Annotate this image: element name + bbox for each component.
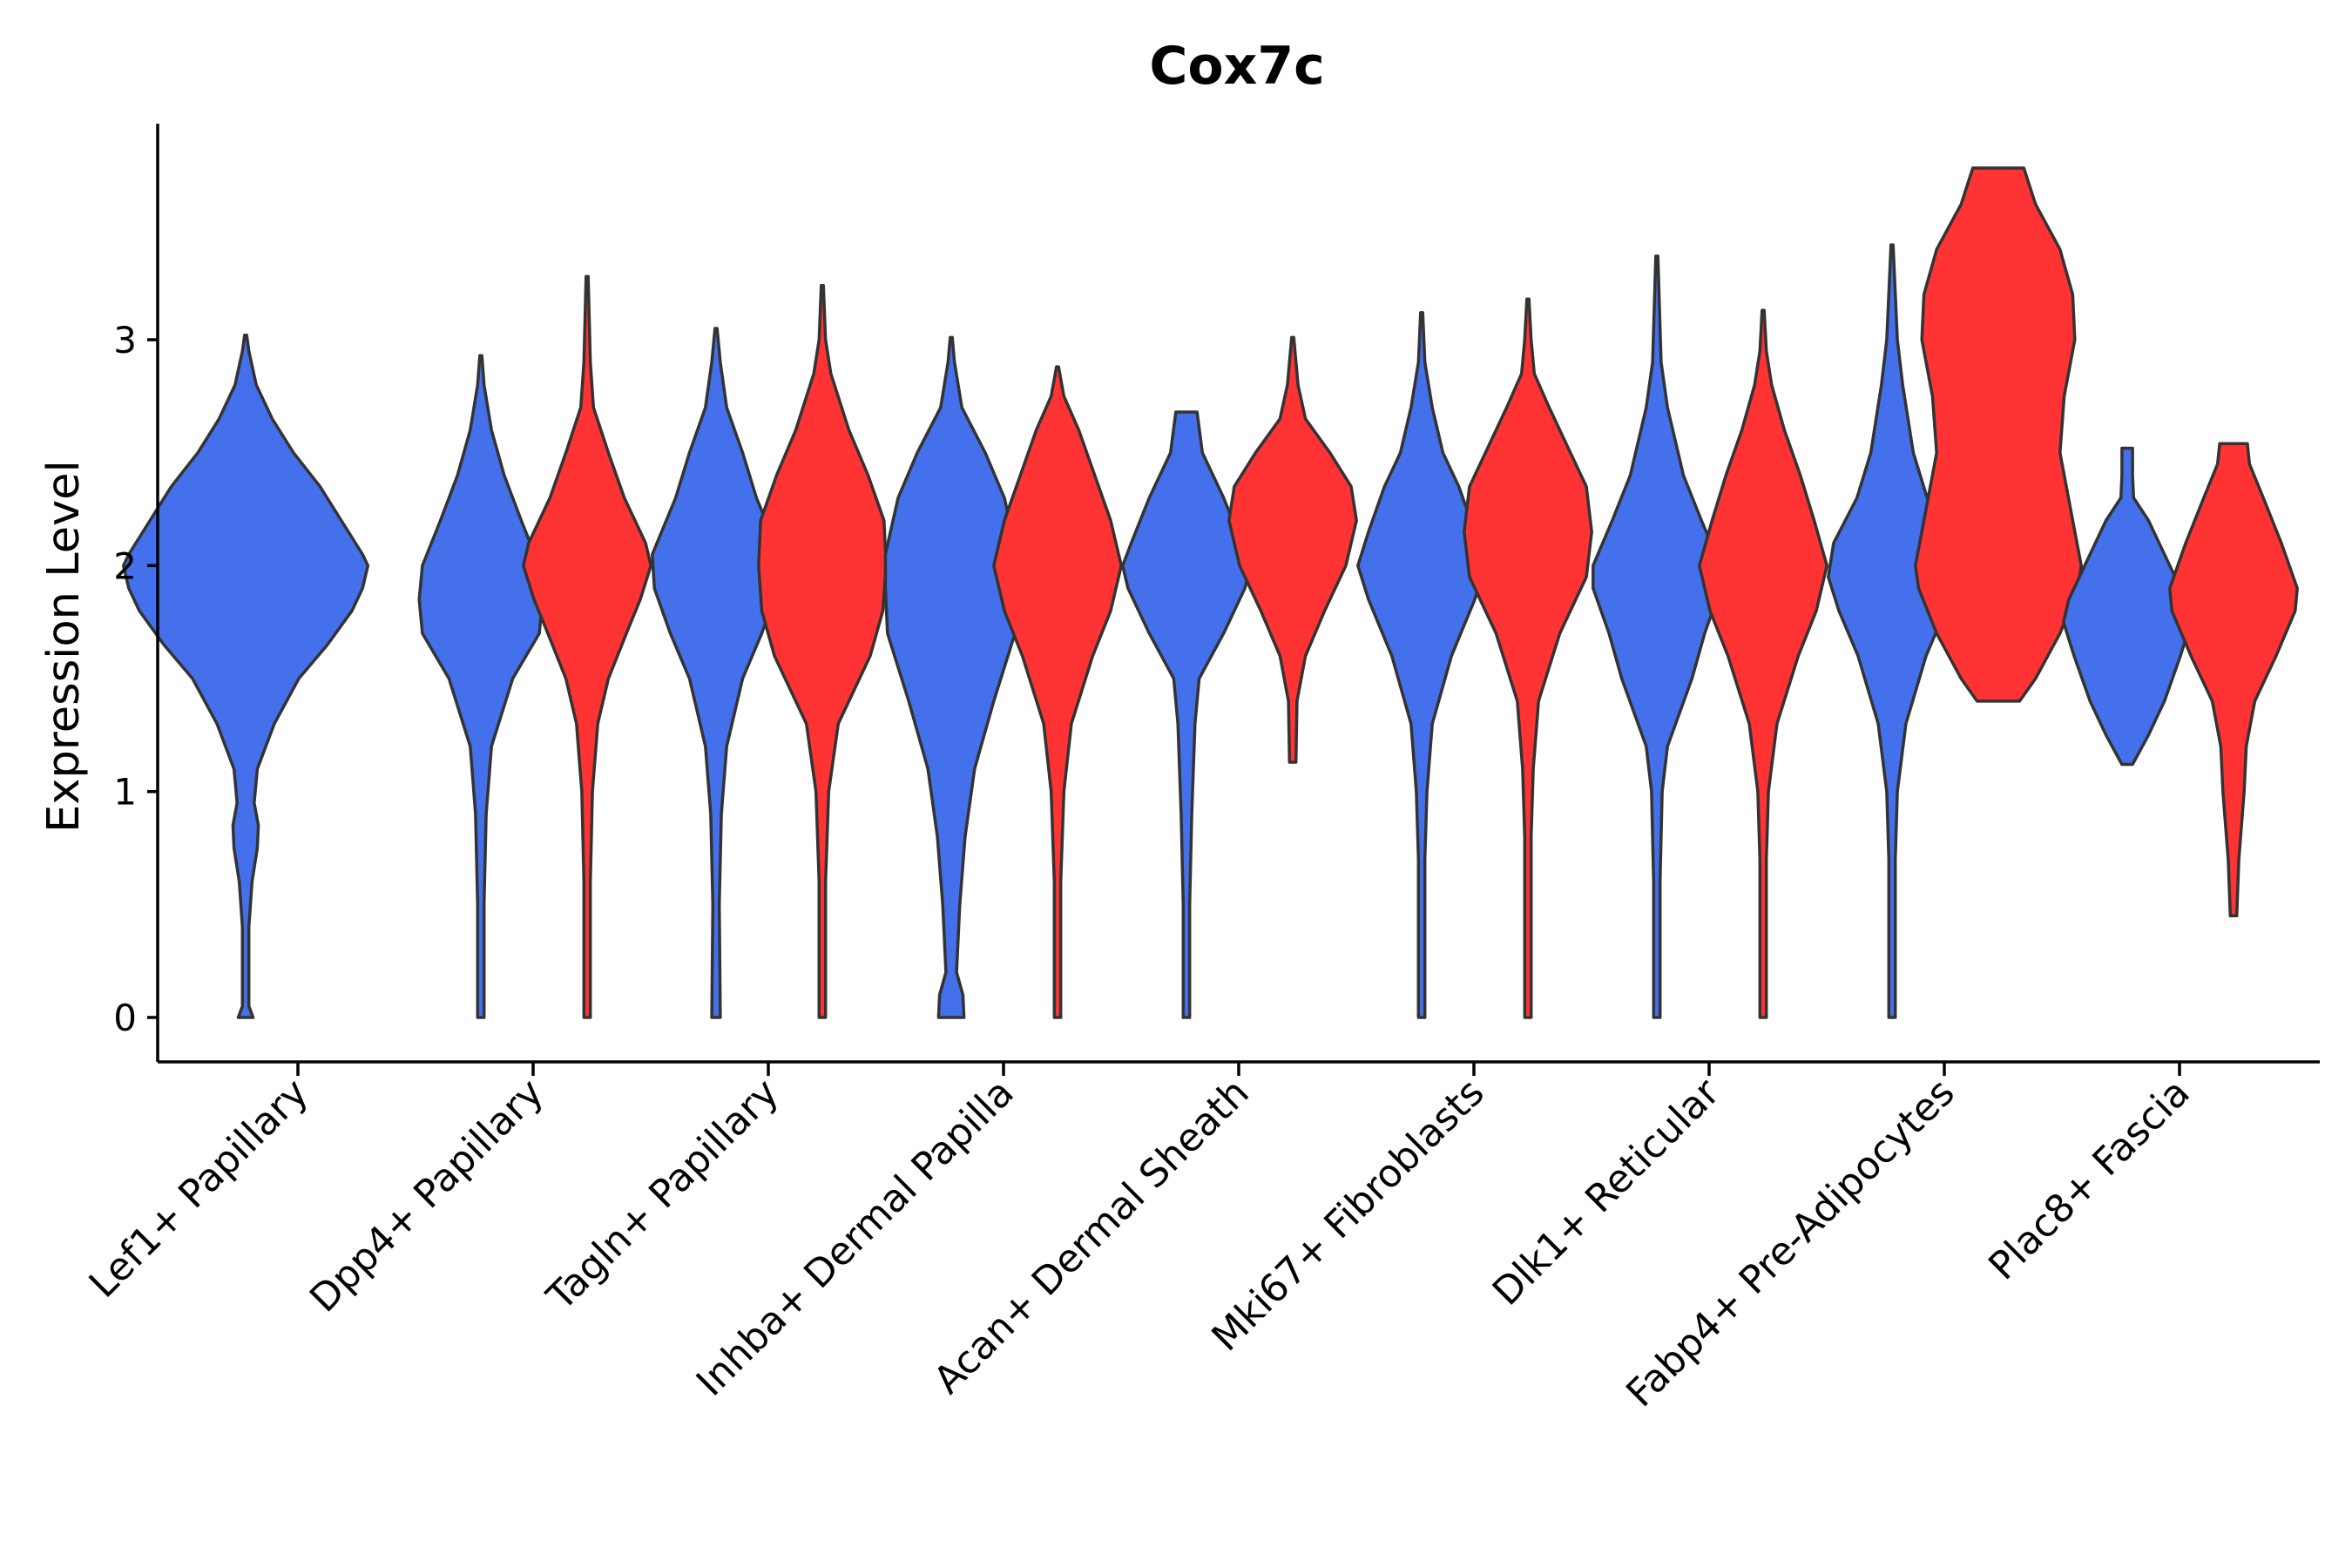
x-tick-label-2: Tagln+ Papillary xyxy=(538,1071,787,1320)
violin-2-blue xyxy=(651,327,781,1019)
violin-7-blue xyxy=(1827,243,1957,1019)
y-ticks: 0 1 2 3 xyxy=(113,319,158,1039)
violin-0-blue xyxy=(121,334,370,1019)
violin-6-blue xyxy=(1592,254,1722,1019)
y-tick-label-0: 0 xyxy=(113,997,137,1039)
chart-title: Cox7c xyxy=(1149,36,1324,97)
violin-3-red xyxy=(992,365,1123,1019)
x-tick-label-1: Dpp4+ Papillary xyxy=(301,1071,552,1321)
violin-7-red xyxy=(1914,166,2083,703)
y-tick-label-1: 1 xyxy=(113,771,137,814)
violin-3-blue xyxy=(883,335,1019,1019)
y-axis-label: Expression Level xyxy=(38,460,90,833)
violin-6-red xyxy=(1698,308,1828,1019)
x-tick-label-0: Lef1+ Papillary xyxy=(81,1071,317,1307)
violin-4-red xyxy=(1227,335,1358,764)
x-tick-label-8: Plac8+ Fascia xyxy=(1980,1071,2199,1289)
violin-5-blue xyxy=(1356,311,1487,1019)
y-tick-label-2: 2 xyxy=(113,544,137,587)
x-tick-label-5: Mki67+ Fibroblasts xyxy=(1203,1071,1492,1360)
violin-1-red xyxy=(522,274,652,1019)
violin-4-blue xyxy=(1121,410,1252,1019)
violins-layer xyxy=(121,166,2299,1019)
violin-8-red xyxy=(2168,442,2299,918)
violin-2-red xyxy=(757,284,888,1019)
violin-5-red xyxy=(1463,297,1593,1019)
x-tick-label-6: Dlk1+ Reticular xyxy=(1484,1070,1729,1315)
y-tick-label-3: 3 xyxy=(113,319,137,362)
violin-1-blue xyxy=(417,354,544,1019)
